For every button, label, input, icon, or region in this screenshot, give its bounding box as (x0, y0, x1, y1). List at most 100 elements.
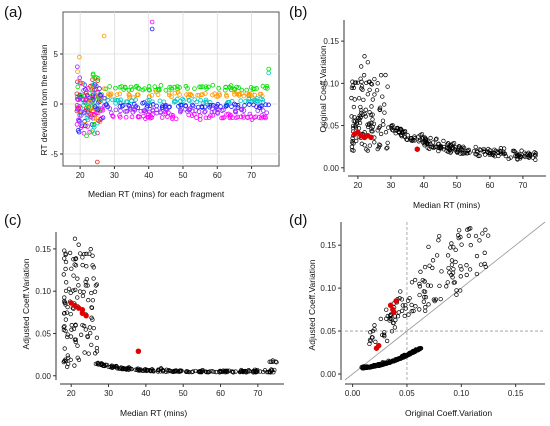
data-point (87, 251, 92, 256)
data-point (203, 97, 209, 103)
data-point (416, 346, 421, 351)
data-point (231, 86, 237, 92)
x-tick-label: 70 (247, 171, 256, 180)
data-point (163, 88, 169, 93)
data-point (500, 151, 505, 156)
data-point (464, 263, 469, 268)
data-point (445, 145, 450, 151)
data-point (462, 145, 467, 151)
data-point (262, 114, 268, 120)
data-point (194, 115, 199, 120)
data-point (447, 270, 452, 275)
data-point (244, 87, 250, 93)
data-point (62, 346, 67, 351)
data-point (243, 99, 248, 104)
data-point (72, 262, 77, 267)
data-point (394, 357, 400, 362)
data-point (91, 105, 97, 110)
data-point (377, 143, 383, 148)
data-point (63, 266, 68, 272)
data-point (86, 109, 92, 115)
data-point (124, 99, 130, 104)
data-point (451, 280, 456, 285)
data-point (94, 335, 100, 340)
data-point (446, 265, 451, 271)
data-point (460, 150, 465, 155)
data-point (233, 102, 239, 108)
data-point (428, 283, 434, 288)
data-point (218, 104, 223, 109)
data-point (234, 91, 240, 97)
y-tick-label: 0.15 (35, 245, 51, 254)
data-point (97, 86, 102, 91)
data-point (273, 359, 278, 364)
data-point (175, 84, 180, 89)
data-point (149, 19, 155, 25)
data-point (380, 332, 385, 338)
data-point (226, 84, 232, 90)
data-point (384, 316, 389, 321)
data-point (208, 113, 213, 118)
data-point (90, 253, 95, 258)
data-point (103, 86, 109, 92)
data-point (224, 369, 229, 374)
axes-b: 20 30 40 50 60 70 0.00 0.05 0.10 0.15 (323, 20, 546, 190)
data-point (456, 233, 461, 238)
data-point (367, 87, 372, 92)
data-point (209, 106, 215, 111)
data-point (441, 147, 446, 152)
data-point (436, 141, 441, 146)
data-point (175, 86, 180, 92)
data-point (258, 115, 264, 121)
data-point (437, 233, 442, 239)
y-tick-label: 0.00 (35, 372, 51, 381)
data-point (399, 297, 405, 302)
data-point (372, 76, 377, 82)
data-point (266, 70, 272, 76)
data-point (426, 139, 431, 144)
data-point (474, 253, 480, 259)
data-point (266, 102, 271, 108)
data-point (501, 146, 507, 151)
y-tick-label: 0.10 (35, 287, 51, 296)
data-point (473, 144, 478, 150)
data-point (369, 126, 374, 131)
data-point (72, 236, 78, 241)
data-point (491, 153, 496, 158)
data-point (69, 323, 74, 328)
data-point (62, 256, 67, 261)
data-point (409, 302, 414, 308)
data-point (153, 89, 159, 95)
data-point (459, 267, 464, 272)
data-point (390, 358, 395, 363)
data-point (99, 115, 104, 121)
highlight-point (135, 348, 142, 354)
data-point (455, 148, 461, 153)
data-point (244, 370, 249, 375)
data-point (126, 92, 132, 97)
data-point (377, 105, 383, 110)
data-point (362, 364, 367, 369)
data-point (397, 356, 402, 361)
data-point (96, 108, 102, 114)
data-point (62, 295, 67, 300)
data-point (135, 114, 141, 120)
data-point (198, 84, 204, 90)
data-point (459, 146, 464, 151)
highlight-point (83, 312, 89, 319)
data-point (210, 113, 216, 118)
x-tick-label: 70 (518, 181, 527, 190)
data-point (522, 150, 527, 155)
data-point (73, 256, 78, 262)
data-point (145, 368, 150, 373)
data-point (351, 104, 357, 110)
data-point (123, 114, 129, 120)
diagonal-line (344, 221, 546, 381)
data-point (445, 253, 451, 258)
data-point (142, 367, 148, 373)
data-point (90, 72, 96, 78)
data-point (221, 107, 226, 113)
data-point (449, 241, 454, 246)
y-tick-label: 0.15 (323, 37, 339, 46)
data-point (78, 332, 84, 337)
